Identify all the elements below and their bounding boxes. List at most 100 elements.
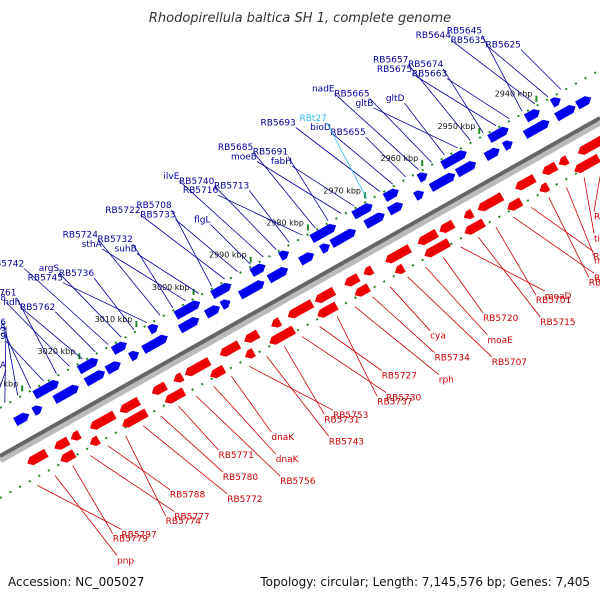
forward-gene-label: RB5675: [377, 65, 412, 75]
reverse-gene-arrow: [89, 435, 101, 446]
reverse-gene-label: dnaK: [276, 455, 300, 465]
reverse-gene-label: RB5715: [540, 318, 575, 328]
kbp-tick-mark: [21, 385, 24, 392]
forward-gene-label: RB5763: [0, 327, 6, 337]
reverse-gene-label: RB5727: [382, 372, 417, 382]
forward-gene-label: RB5635: [451, 36, 486, 46]
forward-gene-arrow: [522, 119, 550, 139]
reverse-gene-arrow: [122, 408, 149, 428]
reverse-gene-arrow: [219, 340, 242, 357]
forward-gene-arrow: [309, 223, 337, 244]
gene-leader-line: [62, 282, 148, 324]
forward-gene-label: RB5713: [214, 182, 249, 192]
kbp-tick-mark: [535, 95, 538, 102]
reverse-gene-label: moaE: [487, 336, 513, 346]
kbp-tick-label: 2990 kbp: [209, 251, 247, 260]
gene-leader-line: [5, 331, 19, 396]
forward-gene-arrow: [110, 341, 127, 355]
gene-leader-line: [354, 306, 440, 375]
forward-gene-label: ndh: [3, 298, 20, 308]
forward-gene-arrow: [329, 228, 356, 248]
forward-gene-arrow: [363, 212, 385, 229]
accession-text: Accession: NC_005027: [8, 575, 144, 589]
gene-leader-line: [291, 165, 355, 207]
reverse-gene-arrow: [70, 430, 82, 441]
forward-gene-label: ilvE: [163, 172, 179, 182]
gene-leader-line: [256, 161, 342, 214]
gene-leader-line: [446, 78, 510, 120]
forward-gene-arrow: [386, 202, 404, 216]
topology-summary: Topology: circular; Length: 7,145,576 bp…: [259, 575, 590, 589]
reverse-gene-label: RB5797: [121, 530, 156, 540]
reverse-gene-arrow: [151, 381, 168, 395]
gene-leader-line: [248, 365, 334, 411]
forward-gene-label: RB5733: [140, 211, 175, 221]
gene-leader-line: [5, 340, 44, 382]
gene-leader-line: [411, 73, 497, 127]
forward-gene-arrow: [440, 150, 467, 170]
forward-gene-arrow: [13, 412, 30, 427]
forward-gene-arrow: [487, 126, 509, 143]
gene-leader-line: [0, 369, 7, 389]
gene-leader-line: [5, 302, 70, 367]
reverse-gene-label: RB5737: [377, 398, 412, 408]
forward-gene-label: RB5665: [334, 89, 369, 99]
forward-gene-label: RB5761: [0, 289, 17, 299]
forward-gene-arrow: [32, 379, 59, 400]
gene-leader-line: [450, 39, 536, 105]
forward-gene-arrow: [278, 250, 290, 261]
gene-leader-line: [16, 297, 57, 374]
gene-leader-line: [425, 266, 488, 336]
gene-leader-line: [477, 236, 541, 318]
gene-leader-line: [252, 151, 316, 229]
reverse-gene-arrow: [464, 218, 486, 235]
reverse-gene-arrow: [539, 182, 551, 193]
gene-leader-line: [334, 93, 419, 170]
reverse-gene-arrow: [54, 436, 71, 450]
gene-leader-line: [37, 485, 122, 530]
forward-gene-label: fabH: [271, 157, 292, 167]
forward-gene-arrow: [501, 140, 513, 151]
forward-gene-label: bioD: [310, 123, 331, 133]
reverse-gene-label: RB5734: [435, 354, 471, 364]
reverse-gene-arrow: [417, 228, 439, 246]
reverse-gene-arrow: [574, 153, 600, 173]
reverse-gene-arrow: [184, 357, 212, 377]
reverse-gene-label: RB5753: [333, 411, 368, 421]
reverse-gene-label: RB5780: [223, 473, 259, 483]
kbp-tick-mark: [192, 288, 195, 295]
kbp-tick-mark: [478, 127, 481, 134]
gene-leader-line: [210, 224, 251, 265]
reverse-gene-label: RB5772: [227, 495, 262, 505]
reverse-gene-label: dnaK: [271, 433, 295, 443]
gene-leader-line: [583, 177, 595, 234]
forward-gene-label: RB5722: [105, 206, 140, 216]
genome-axis: [0, 116, 600, 458]
reverse-gene-label: RB5743: [329, 437, 364, 447]
forward-gene-arrow: [83, 370, 106, 387]
reverse-gene-arrow: [424, 238, 452, 258]
forward-gene-arrow: [554, 105, 576, 122]
forward-gene-arrow: [219, 299, 231, 310]
reverse-gene-label: RB5720: [483, 314, 519, 324]
reverse-gene-arrow: [210, 364, 227, 379]
forward-gene-arrow: [104, 361, 121, 375]
forward-gene-label: moeB: [231, 152, 257, 162]
forward-gene-arrow: [210, 282, 232, 300]
gene-leader-line: [231, 375, 272, 433]
reverse-gene-arrow: [317, 301, 339, 318]
forward-gene-arrow: [523, 109, 540, 123]
forward-gene-arrow: [318, 243, 330, 254]
gene-leader-line: [142, 425, 228, 495]
kbp-tick-label: 2970 kbp: [323, 186, 361, 195]
reverse-gene-arrow: [354, 283, 371, 297]
reverse-gene-arrow: [558, 155, 570, 166]
gene-leader-line: [5, 336, 31, 389]
gene-leader-line: [140, 214, 225, 280]
forward-gene-label: gltD: [386, 94, 405, 104]
gene-leader-line: [132, 243, 174, 309]
reverse-gene-arrow: [344, 273, 361, 287]
forward-gene-arrow: [297, 252, 315, 266]
reverse-gene-label: moaD: [545, 292, 572, 302]
gene-leader-line: [23, 268, 109, 345]
